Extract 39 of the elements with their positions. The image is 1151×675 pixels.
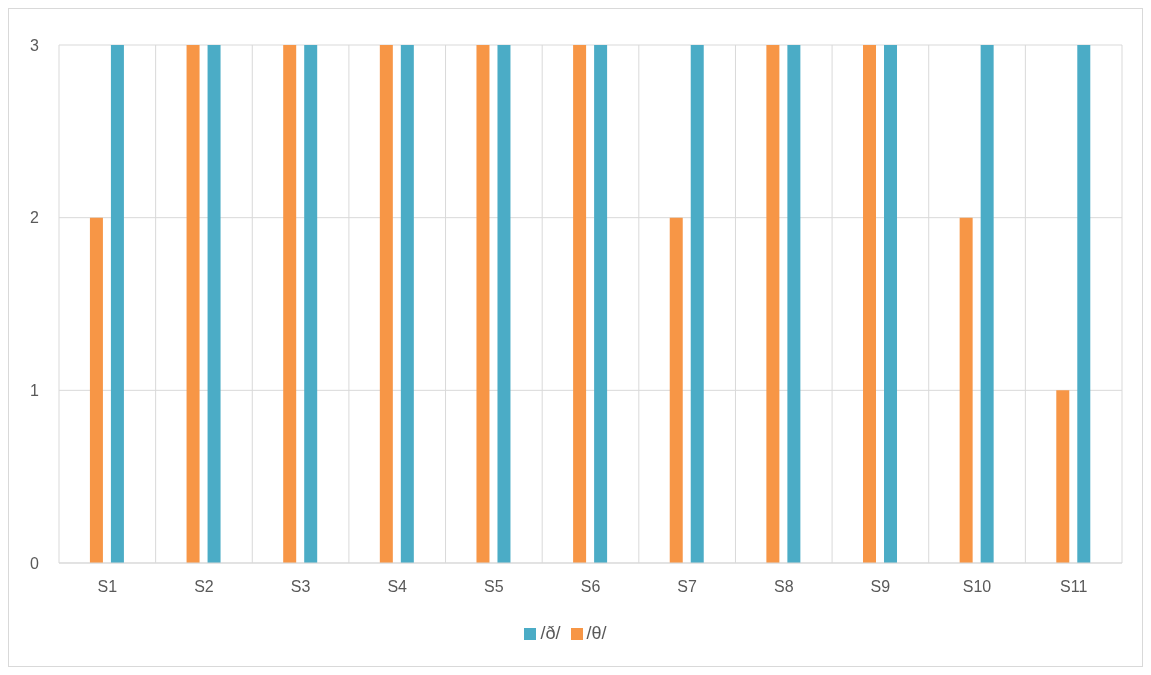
bar	[400, 45, 414, 563]
x-tick-label: S9	[870, 578, 891, 596]
x-tick-label: S10	[962, 578, 992, 596]
bar	[89, 217, 103, 563]
bar	[207, 45, 221, 563]
y-tick-label: 2	[30, 209, 40, 227]
x-tick-label: S7	[677, 578, 698, 596]
bar	[766, 45, 780, 563]
x-tick-label: S2	[194, 578, 214, 596]
x-tick-label: S6	[580, 578, 601, 596]
bar	[884, 45, 898, 563]
y-tick-label: 1	[30, 382, 40, 400]
bar	[497, 45, 511, 563]
y-tick-label: 0	[30, 554, 40, 572]
x-tick-label: S4	[387, 578, 408, 596]
x-tick-label: S5	[484, 578, 504, 596]
bar	[186, 45, 200, 563]
bar	[980, 45, 994, 563]
x-tick-label: S1	[97, 578, 118, 596]
bar	[476, 45, 490, 563]
bar	[1077, 45, 1091, 563]
x-tick-label: S3	[290, 578, 311, 596]
bar	[1056, 390, 1070, 563]
bar	[787, 45, 801, 563]
x-tick-label: S8	[773, 578, 794, 596]
y-tick-label: 3	[30, 36, 40, 54]
bar	[379, 45, 393, 563]
bar	[669, 217, 683, 563]
bar	[959, 217, 973, 563]
legend-label: /ð/	[540, 623, 561, 643]
bar	[863, 45, 877, 563]
bar	[573, 45, 587, 563]
legend-label: /θ/	[586, 623, 607, 643]
bar	[110, 45, 124, 563]
x-tick-label: S11	[1060, 578, 1088, 596]
bar	[594, 45, 608, 563]
bar	[690, 45, 704, 563]
bar	[304, 45, 318, 563]
bar	[283, 45, 297, 563]
